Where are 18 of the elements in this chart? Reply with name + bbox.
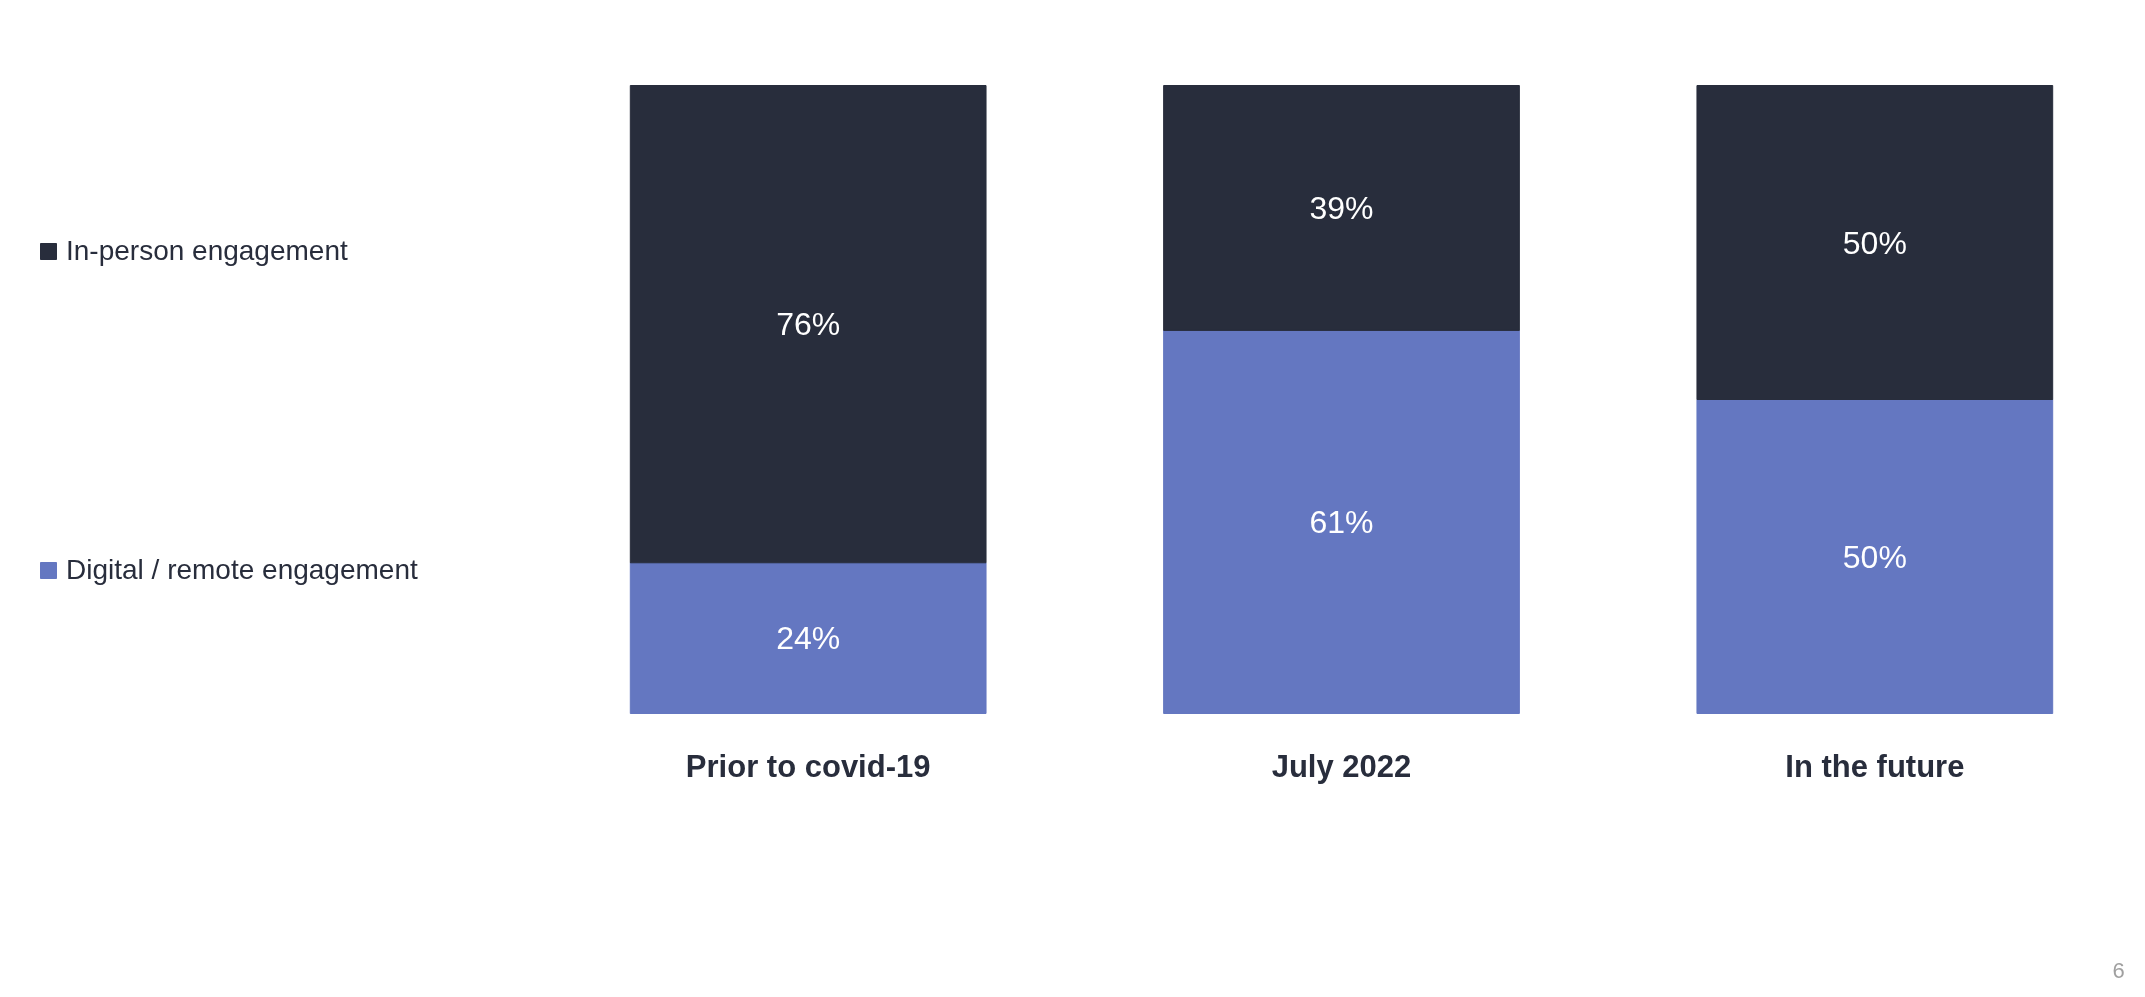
legend-label: Digital / remote engagement: [66, 554, 418, 586]
data-label: 50%: [1842, 538, 1907, 575]
legend-label: In-person engagement: [66, 235, 348, 267]
x-tick-label: July 2022: [1271, 748, 1412, 784]
data-label: 76%: [776, 306, 841, 343]
data-label: 61%: [1309, 503, 1374, 540]
bar: [1163, 85, 1520, 331]
bar: [1696, 399, 2054, 714]
bar: [629, 85, 987, 564]
x-tick-label: Prior to covid-19: [685, 748, 931, 784]
bar: [1163, 329, 1520, 714]
bar: [629, 562, 987, 714]
data-label: 24%: [776, 620, 841, 657]
bar: [1696, 85, 2054, 400]
data-label: 39%: [1309, 189, 1374, 226]
x-tick-label: In the future: [1785, 748, 1965, 784]
text: 6: [2112, 957, 2125, 983]
data-label: 50%: [1842, 224, 1907, 261]
